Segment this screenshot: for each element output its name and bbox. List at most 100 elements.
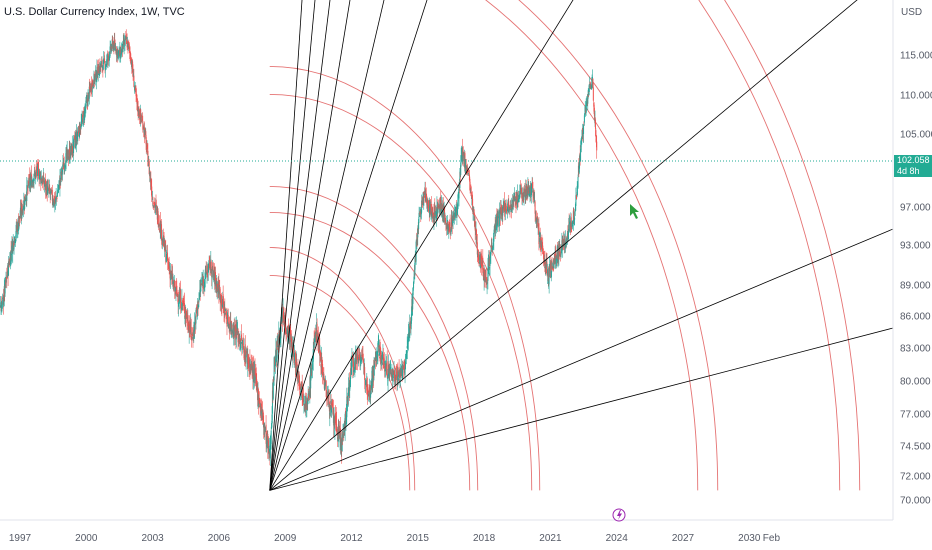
candle-body xyxy=(513,196,515,200)
candle-body xyxy=(37,161,39,165)
candle-body xyxy=(18,216,20,224)
candle-body xyxy=(501,206,503,216)
candle-body xyxy=(387,364,389,377)
candle-body xyxy=(379,348,381,356)
candle-body xyxy=(573,208,575,220)
candle-body xyxy=(478,257,480,260)
gann-fan-line xyxy=(269,0,316,491)
candle-body xyxy=(328,402,330,412)
time-axis[interactable]: 1997 2000 2003 2006 2009 2012 2015 2018 2021 2024… xyxy=(9,533,781,544)
candle-body xyxy=(97,76,99,78)
gann-fan-line xyxy=(269,228,893,491)
candle-body xyxy=(427,200,429,207)
candle-body xyxy=(307,399,309,405)
time-tick-label: 2015 xyxy=(407,533,430,544)
candle-body xyxy=(149,173,151,179)
candle-body xyxy=(489,266,491,268)
candle-body xyxy=(175,287,177,292)
candle-body xyxy=(114,39,116,45)
candle-body xyxy=(107,53,109,61)
candle-body xyxy=(302,398,304,403)
candle-body xyxy=(255,372,257,383)
candle-body xyxy=(515,199,517,201)
price-axis[interactable]: USD 115.000 110.000 105.000 97.000 93.000 89.0… xyxy=(900,7,932,507)
gann-arc xyxy=(723,0,861,491)
price-tick-label: 93.000 xyxy=(900,241,931,252)
candle-body xyxy=(111,47,113,49)
candle-body xyxy=(374,360,376,362)
candle-body xyxy=(488,259,490,266)
candle-body xyxy=(106,59,108,65)
candle-body xyxy=(585,105,587,112)
candle-body xyxy=(456,206,458,211)
candle-body xyxy=(404,361,406,370)
candle-body xyxy=(421,201,423,204)
candle-body xyxy=(534,199,536,203)
candle-body xyxy=(421,200,423,213)
candle-body xyxy=(243,345,245,350)
candle-body xyxy=(82,111,84,126)
candle-body xyxy=(413,281,415,289)
time-tick-label: 2027 xyxy=(672,533,695,544)
candle-body xyxy=(546,272,548,275)
candle-body xyxy=(104,66,106,71)
candle-body xyxy=(526,186,528,195)
event-flash-icon[interactable] xyxy=(612,508,626,522)
candle-body xyxy=(115,49,117,54)
candle-body xyxy=(580,139,582,144)
price-tick-label: 77.000 xyxy=(900,410,931,421)
candle-body xyxy=(93,86,95,88)
candle-body xyxy=(538,237,540,242)
candle-body xyxy=(418,212,420,218)
candle-body xyxy=(482,257,484,273)
candle-body xyxy=(485,270,487,280)
candle-body xyxy=(151,197,153,199)
time-tick-label: Feb xyxy=(763,533,781,544)
candle-body xyxy=(133,75,135,87)
candle-body xyxy=(132,73,134,77)
price-tick-label: 105.000 xyxy=(900,130,932,141)
candle-body xyxy=(562,242,564,251)
candle-body xyxy=(141,118,143,121)
candle-body xyxy=(546,262,548,275)
candle-body xyxy=(244,344,246,360)
candle-body xyxy=(478,263,480,264)
candle-body xyxy=(199,289,201,298)
candle-body xyxy=(574,211,576,216)
candle-body xyxy=(473,211,475,213)
candle-body xyxy=(559,248,561,252)
candle-body xyxy=(152,201,154,205)
candle-body xyxy=(370,385,372,398)
candle-body xyxy=(426,195,428,205)
last-price-value: 102.058 xyxy=(897,155,930,165)
candle-body xyxy=(425,193,427,202)
candle-body xyxy=(552,267,554,271)
candle-body xyxy=(566,233,568,241)
candle-body xyxy=(467,172,469,174)
candle-body xyxy=(457,203,459,207)
candle-body xyxy=(56,192,58,197)
candle-body xyxy=(570,217,572,229)
candle-body xyxy=(256,379,258,387)
candle-body xyxy=(547,271,549,281)
candle-body xyxy=(21,204,23,216)
candle-body xyxy=(274,358,276,366)
candle-body xyxy=(27,180,29,187)
candle-body xyxy=(331,403,333,405)
candle-body xyxy=(300,391,301,393)
bar-countdown: 4d 8h xyxy=(897,166,920,176)
candle-body xyxy=(102,60,104,70)
candle-body xyxy=(85,101,87,103)
candle-body xyxy=(464,153,466,169)
candle-body xyxy=(399,379,401,380)
candle-body xyxy=(26,185,28,202)
candle-body xyxy=(96,66,98,79)
candle-body xyxy=(474,220,476,231)
candle-body xyxy=(491,246,493,248)
candle-body xyxy=(1,301,3,305)
candle-body xyxy=(210,261,212,272)
candle-body xyxy=(461,154,463,158)
candle-body xyxy=(30,180,32,186)
candle-body xyxy=(287,326,289,335)
